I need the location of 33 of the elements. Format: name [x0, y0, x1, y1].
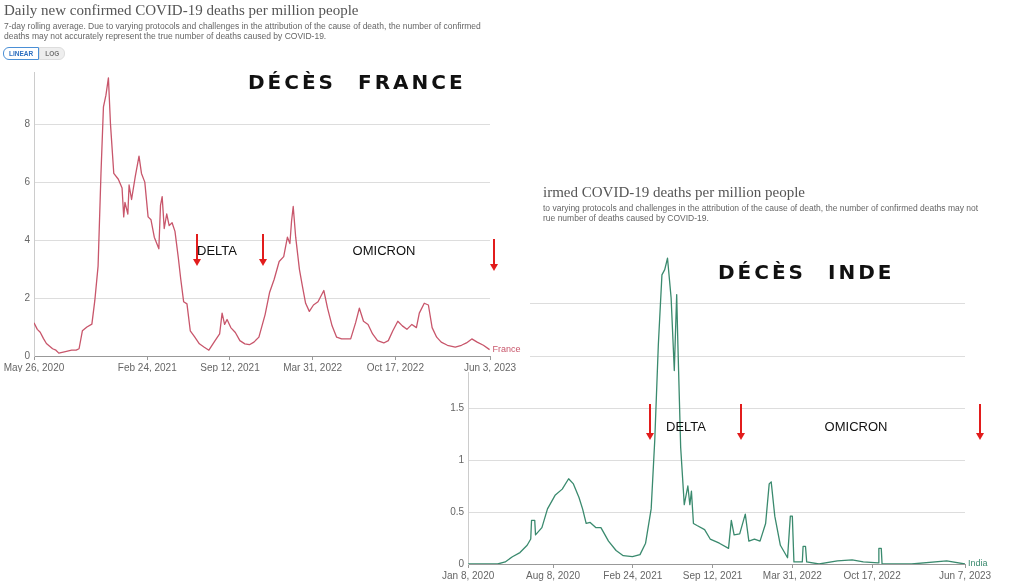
y-tick-label: 6	[24, 175, 31, 187]
y-tick-label: 8	[24, 117, 31, 129]
y-tick-label: 0.5	[450, 505, 465, 517]
chart-subtitle: 7-day rolling average. Due to varying protocols and challenges in the attribution of the cause of death, the number of confirmed deaths may not accurately represent the true number of deaths caused by COVID-19.	[4, 21, 482, 41]
series-label: India	[968, 558, 988, 569]
x-tick-label: Feb 24, 2021	[603, 569, 663, 581]
x-tick-label: Oct 17, 2022	[366, 361, 425, 373]
chart-title: Daily new confirmed COVID-19 deaths per million people	[4, 2, 359, 19]
annotation: OMICRON	[352, 242, 416, 258]
chart-subtitle: to varying protocols and challenges in the attribution of the cause of death, the number of confirmed deaths may not rue number of deaths caused by COVID-19.	[543, 203, 980, 223]
y-tick-label: 0	[458, 557, 465, 569]
y-tick-label: 0	[24, 349, 31, 361]
chart-title: irmed COVID-19 deaths per million people	[543, 184, 806, 201]
y-tick-label: 1	[458, 453, 465, 465]
annotation: OMICRON	[824, 418, 888, 434]
series-label: France	[492, 344, 521, 355]
x-tick-label: Mar 31, 2022	[762, 569, 823, 581]
x-tick-label: Jun 7, 2023	[938, 569, 992, 581]
y-tick-label: 2	[24, 291, 31, 303]
x-tick-label: Mar 31, 2022	[283, 361, 343, 373]
x-tick-label: Jan 8, 2020	[442, 569, 495, 581]
x-tick-label: Sep 12, 2021	[682, 569, 743, 581]
x-tick-label: Feb 24, 2021	[117, 361, 178, 373]
x-tick-label: May 26, 2020	[3, 361, 65, 373]
y-tick-label: 4	[24, 233, 31, 245]
y-tick-label: 1.5	[450, 401, 465, 413]
annotation: DÉCÈS FRANCE	[248, 70, 466, 94]
annotation: DÉCÈS INDE	[718, 260, 895, 284]
x-tick-label: Jun 3, 2023	[463, 361, 517, 373]
annotation: DELTA	[197, 242, 237, 258]
x-tick-label: Oct 17, 2022	[843, 569, 902, 581]
x-tick-label: Aug 8, 2020	[526, 569, 581, 581]
x-tick-label: Sep 12, 2021	[200, 361, 261, 373]
